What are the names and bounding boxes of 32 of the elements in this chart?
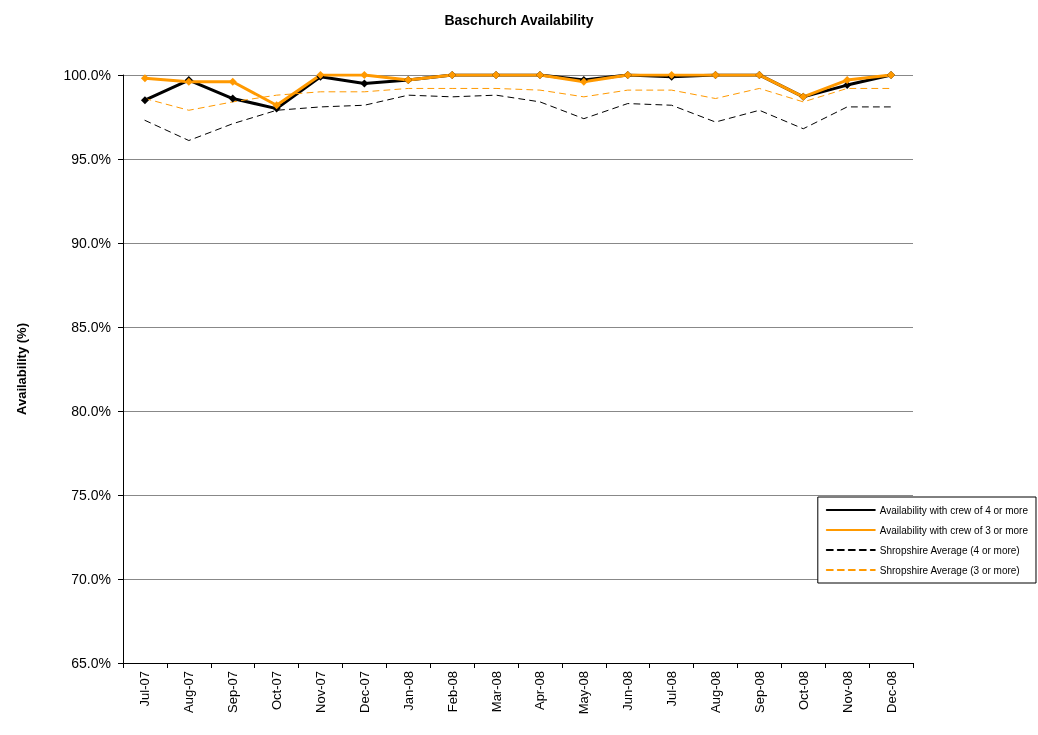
x-tick-label: Sep-07 <box>225 671 241 713</box>
x-tick-label: Jan-08 <box>400 671 416 711</box>
y-tick-label: 95.0% <box>71 151 111 167</box>
x-tick-label: Dec-07 <box>356 671 372 713</box>
y-tick-label: 70.0% <box>71 571 111 587</box>
x-tick-label: May-08 <box>576 671 592 715</box>
y-tick-label: 65.0% <box>71 655 111 671</box>
y-tick-label: 80.0% <box>71 403 111 419</box>
chart-title: Baschurch Availability <box>444 12 594 28</box>
legend-label: Shropshire Average (3 or more) <box>879 564 1020 576</box>
x-tick-label: Sep-08 <box>751 671 767 713</box>
x-tick-label: Aug-08 <box>708 671 723 713</box>
legend-label: Availability with crew of 3 or more <box>879 524 1029 536</box>
y-tick-label: 100.0% <box>63 67 111 83</box>
x-tick-label: Jul-07 <box>137 671 153 707</box>
legend-label: Availability with crew of 4 or more <box>879 504 1029 516</box>
x-tick-label: Aug-07 <box>181 671 197 713</box>
x-tick-label: Oct-07 <box>269 671 285 711</box>
y-axis-title: Availability (%) <box>14 323 29 415</box>
y-tick-label: 85.0% <box>71 319 111 335</box>
x-tick-label: Mar-08 <box>488 671 504 713</box>
x-tick-label: Apr-08 <box>532 671 548 711</box>
x-tick-label: Oct-08 <box>795 671 811 711</box>
y-tick-label: 75.0% <box>71 487 111 503</box>
x-tick-label: Dec-08 <box>883 671 899 713</box>
x-tick-label: Feb-08 <box>444 671 460 713</box>
x-tick-label: Nov-08 <box>839 671 855 713</box>
x-tick-label: Nov-07 <box>313 671 328 713</box>
x-tick-label: Jun-08 <box>620 671 636 711</box>
y-tick-label: 90.0% <box>71 235 111 251</box>
x-tick-label: Jul-08 <box>664 671 680 707</box>
legend-label: Shropshire Average (4 or more) <box>879 544 1020 556</box>
